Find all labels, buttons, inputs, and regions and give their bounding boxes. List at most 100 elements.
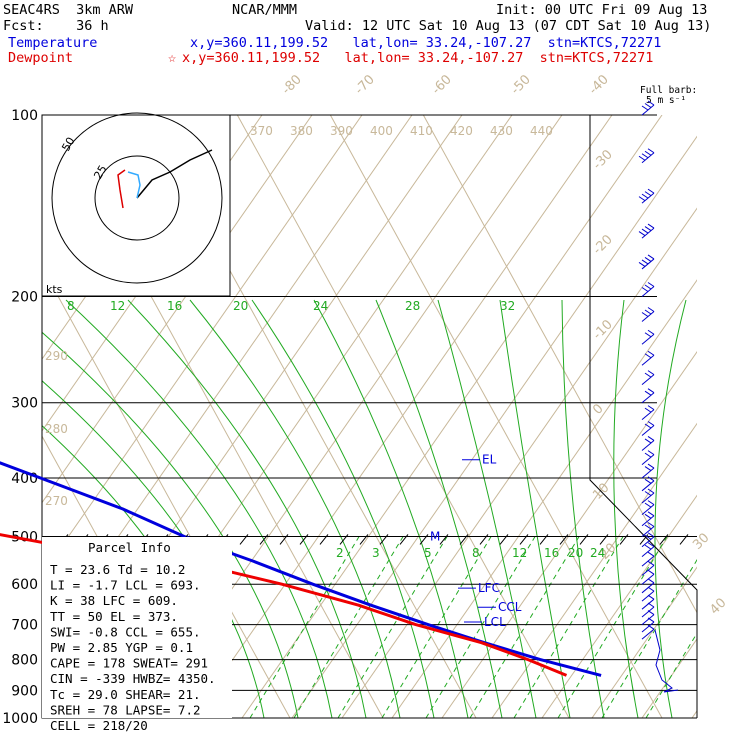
hatch-mark	[579, 534, 589, 545]
barb-legend-line2: 5 m s⁻¹	[646, 95, 687, 106]
dry-adiabat-line	[341, 115, 697, 718]
hatch-mark	[459, 534, 469, 545]
dewpoint-marker-icon: ☆	[168, 50, 177, 66]
theta-label: 290	[45, 349, 68, 363]
parcel-info-row: K = 38 LFC = 609.	[50, 593, 178, 608]
dry-adiabat-line	[641, 115, 697, 718]
wind-barb-flag	[647, 307, 655, 312]
wind-barb	[641, 602, 655, 618]
level-label-ccl: CCL	[498, 600, 522, 614]
wind-barb-staff	[641, 536, 655, 548]
isotherm-line	[329, 115, 663, 718]
wind-barb	[641, 282, 655, 297]
hatch-mark	[439, 534, 449, 545]
mixing-ratio-label: 20	[568, 546, 583, 560]
moist-adiabat-label: 32	[500, 299, 515, 313]
wind-barb-flag	[647, 476, 655, 482]
hatch-mark	[519, 534, 529, 545]
mixing-ratio-label: 12	[512, 546, 527, 560]
wind-barb-flag	[647, 450, 655, 456]
wind-barb-staff	[641, 555, 655, 567]
wind-barb	[641, 450, 655, 465]
forecast-hour: Fcst: 36 h	[3, 18, 109, 34]
parcel-info-row: Tc = 29.0 SHEAR= 21.	[50, 687, 201, 702]
mixing-ratio-label: 8	[472, 546, 480, 560]
moist-adiabat-label: 12	[110, 299, 125, 313]
hatch-mark	[659, 534, 669, 545]
wind-barb-staff	[641, 492, 655, 504]
moist-adiabat-line	[654, 299, 687, 718]
wind-barb	[641, 436, 655, 451]
isotherm-label: 40	[707, 596, 729, 618]
hodograph-trace-low	[117, 169, 126, 209]
isotherm-label: -60	[429, 72, 455, 98]
wind-barb-flag	[644, 353, 652, 359]
wind-barb-staff	[641, 598, 655, 610]
pressure-label: 200	[11, 290, 38, 306]
wind-barb-flag	[647, 551, 655, 557]
wind-barb	[641, 522, 655, 537]
grid-layer	[0, 115, 697, 718]
wind-barb-flag	[644, 466, 652, 471]
pressure-label: 300	[11, 396, 38, 412]
wind-barb-flag	[644, 150, 652, 156]
isotherm-label: -30	[590, 147, 616, 173]
moist-adiabat-line	[375, 299, 503, 718]
wind-barb-flag	[644, 103, 652, 108]
wind-barb	[641, 610, 655, 625]
mixing-ratio-label: 2	[336, 546, 344, 560]
moist-adiabat-line	[499, 299, 571, 718]
pressure-label: 800	[11, 653, 38, 669]
hatch-mark	[479, 534, 489, 545]
isotherm-label: -20	[590, 232, 616, 258]
hatch-mark	[619, 534, 629, 545]
wind-barb-flag	[644, 332, 652, 338]
wind-barb-staff	[641, 546, 655, 558]
pressure-label: 700	[11, 618, 38, 634]
mixing-ratio-label: 16	[544, 546, 559, 560]
wind-barb-staff	[641, 504, 655, 516]
parcel-info-box	[42, 537, 232, 718]
isotherm-label: 0	[590, 401, 606, 417]
moist-adiabat-line	[65, 299, 333, 718]
wind-barb	[641, 307, 655, 322]
wind-barb-flag	[644, 502, 652, 508]
isotherm-line	[42, 115, 291, 718]
hatch-mark	[419, 534, 429, 545]
dry-adiabat-line	[691, 115, 697, 718]
wind-barb	[638, 223, 655, 239]
wind-barb-flag	[644, 191, 652, 197]
isotherm-line	[0, 115, 11, 718]
isotherm-line	[422, 115, 697, 718]
hatch-mark	[279, 534, 289, 545]
parcel-info-row: CAPE = 178 SWEAT= 291	[50, 656, 208, 671]
theta-label: 270	[45, 494, 68, 508]
dry-adiabat-line	[441, 115, 697, 718]
wind-barb	[641, 624, 655, 640]
dewpoint-location: x,y=360.11,199.52 lat,lon= 33.24,-107.27…	[182, 50, 654, 66]
wind-barb	[641, 421, 655, 436]
mixing-ratio-label: 24	[590, 546, 605, 560]
theta-label: 380	[290, 124, 313, 138]
level-label-el: EL	[482, 453, 497, 467]
wind-barb-staff	[641, 515, 655, 527]
moist-adiabat-label: 16	[167, 299, 182, 313]
wind-barb-flag	[644, 534, 652, 540]
wind-barb-flag	[641, 312, 649, 317]
moist-adiabat-label: 20	[233, 299, 248, 313]
wind-barb-flag	[647, 569, 655, 575]
mixing-ratio-label: 3	[372, 546, 380, 560]
wind-barb-staff	[641, 590, 655, 602]
isotherm-label: -40	[586, 72, 612, 98]
theta-label: 420	[450, 124, 473, 138]
wind-barb-staff	[641, 440, 655, 451]
hatch-mark	[539, 534, 549, 545]
wind-barb	[641, 551, 655, 567]
parcel-info-row: PW = 2.85 YGP = 0.1	[50, 640, 193, 655]
wind-barb-flag	[647, 329, 655, 335]
wind-barb-flag	[647, 148, 655, 154]
moist-adiabat-line	[561, 299, 605, 718]
dry-adiabat-line	[491, 115, 697, 718]
wind-barb-staff	[641, 582, 655, 594]
wind-barb-flag	[647, 421, 655, 426]
